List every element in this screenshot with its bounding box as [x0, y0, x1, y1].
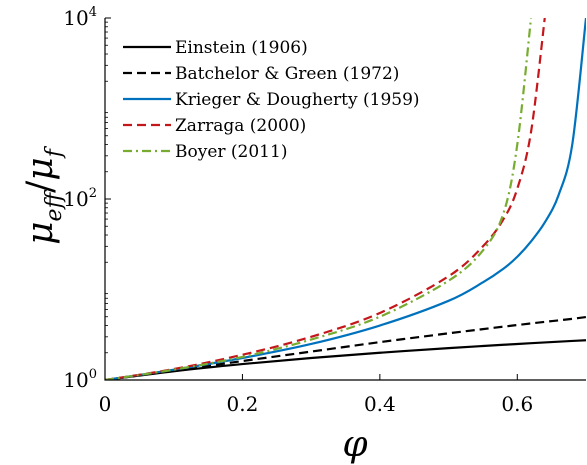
y-tick-label: 102 [63, 186, 97, 211]
legend-label: Einstein (1906) [175, 38, 308, 58]
x-tick-label: 0.4 [364, 392, 396, 416]
y-tick-label: 100 [63, 367, 97, 392]
legend: Einstein (1906) Batchelor & Green (1972) K… [123, 38, 420, 162]
y-axis-label-slash: / [20, 180, 61, 193]
legend-label: Zarraga (2000) [175, 116, 306, 136]
series-line-3 [105, 18, 546, 380]
x-axis-label: φ [342, 424, 368, 465]
y-axis-label: μeff/μf [20, 145, 67, 245]
series-layer [105, 18, 586, 380]
series-line-4 [105, 18, 533, 380]
y-axis-label-denominator-sub: f [42, 145, 67, 159]
y-axis-label-numerator: μ [20, 221, 61, 244]
svg-text:μeff/μf: μeff/μf [20, 145, 67, 245]
y-axis-label-denominator: μ [20, 157, 61, 180]
legend-label: Batchelor & Green (1972) [175, 64, 399, 84]
series-line-2 [105, 18, 586, 380]
series-line-1 [105, 315, 586, 380]
legend-label: Krieger & Dougherty (1959) [175, 90, 420, 110]
ticks: 0 0.2 0.4 0.6 100 102 104 [63, 5, 533, 416]
series-line-0 [105, 339, 586, 380]
x-tick-label: 0.6 [501, 392, 533, 416]
legend-label: Boyer (2011) [175, 142, 287, 162]
x-tick-label: 0 [99, 392, 112, 416]
x-tick-label: 0.2 [227, 392, 259, 416]
y-axis-label-numerator-sub: eff [42, 189, 67, 221]
y-tick-label: 104 [63, 5, 97, 30]
